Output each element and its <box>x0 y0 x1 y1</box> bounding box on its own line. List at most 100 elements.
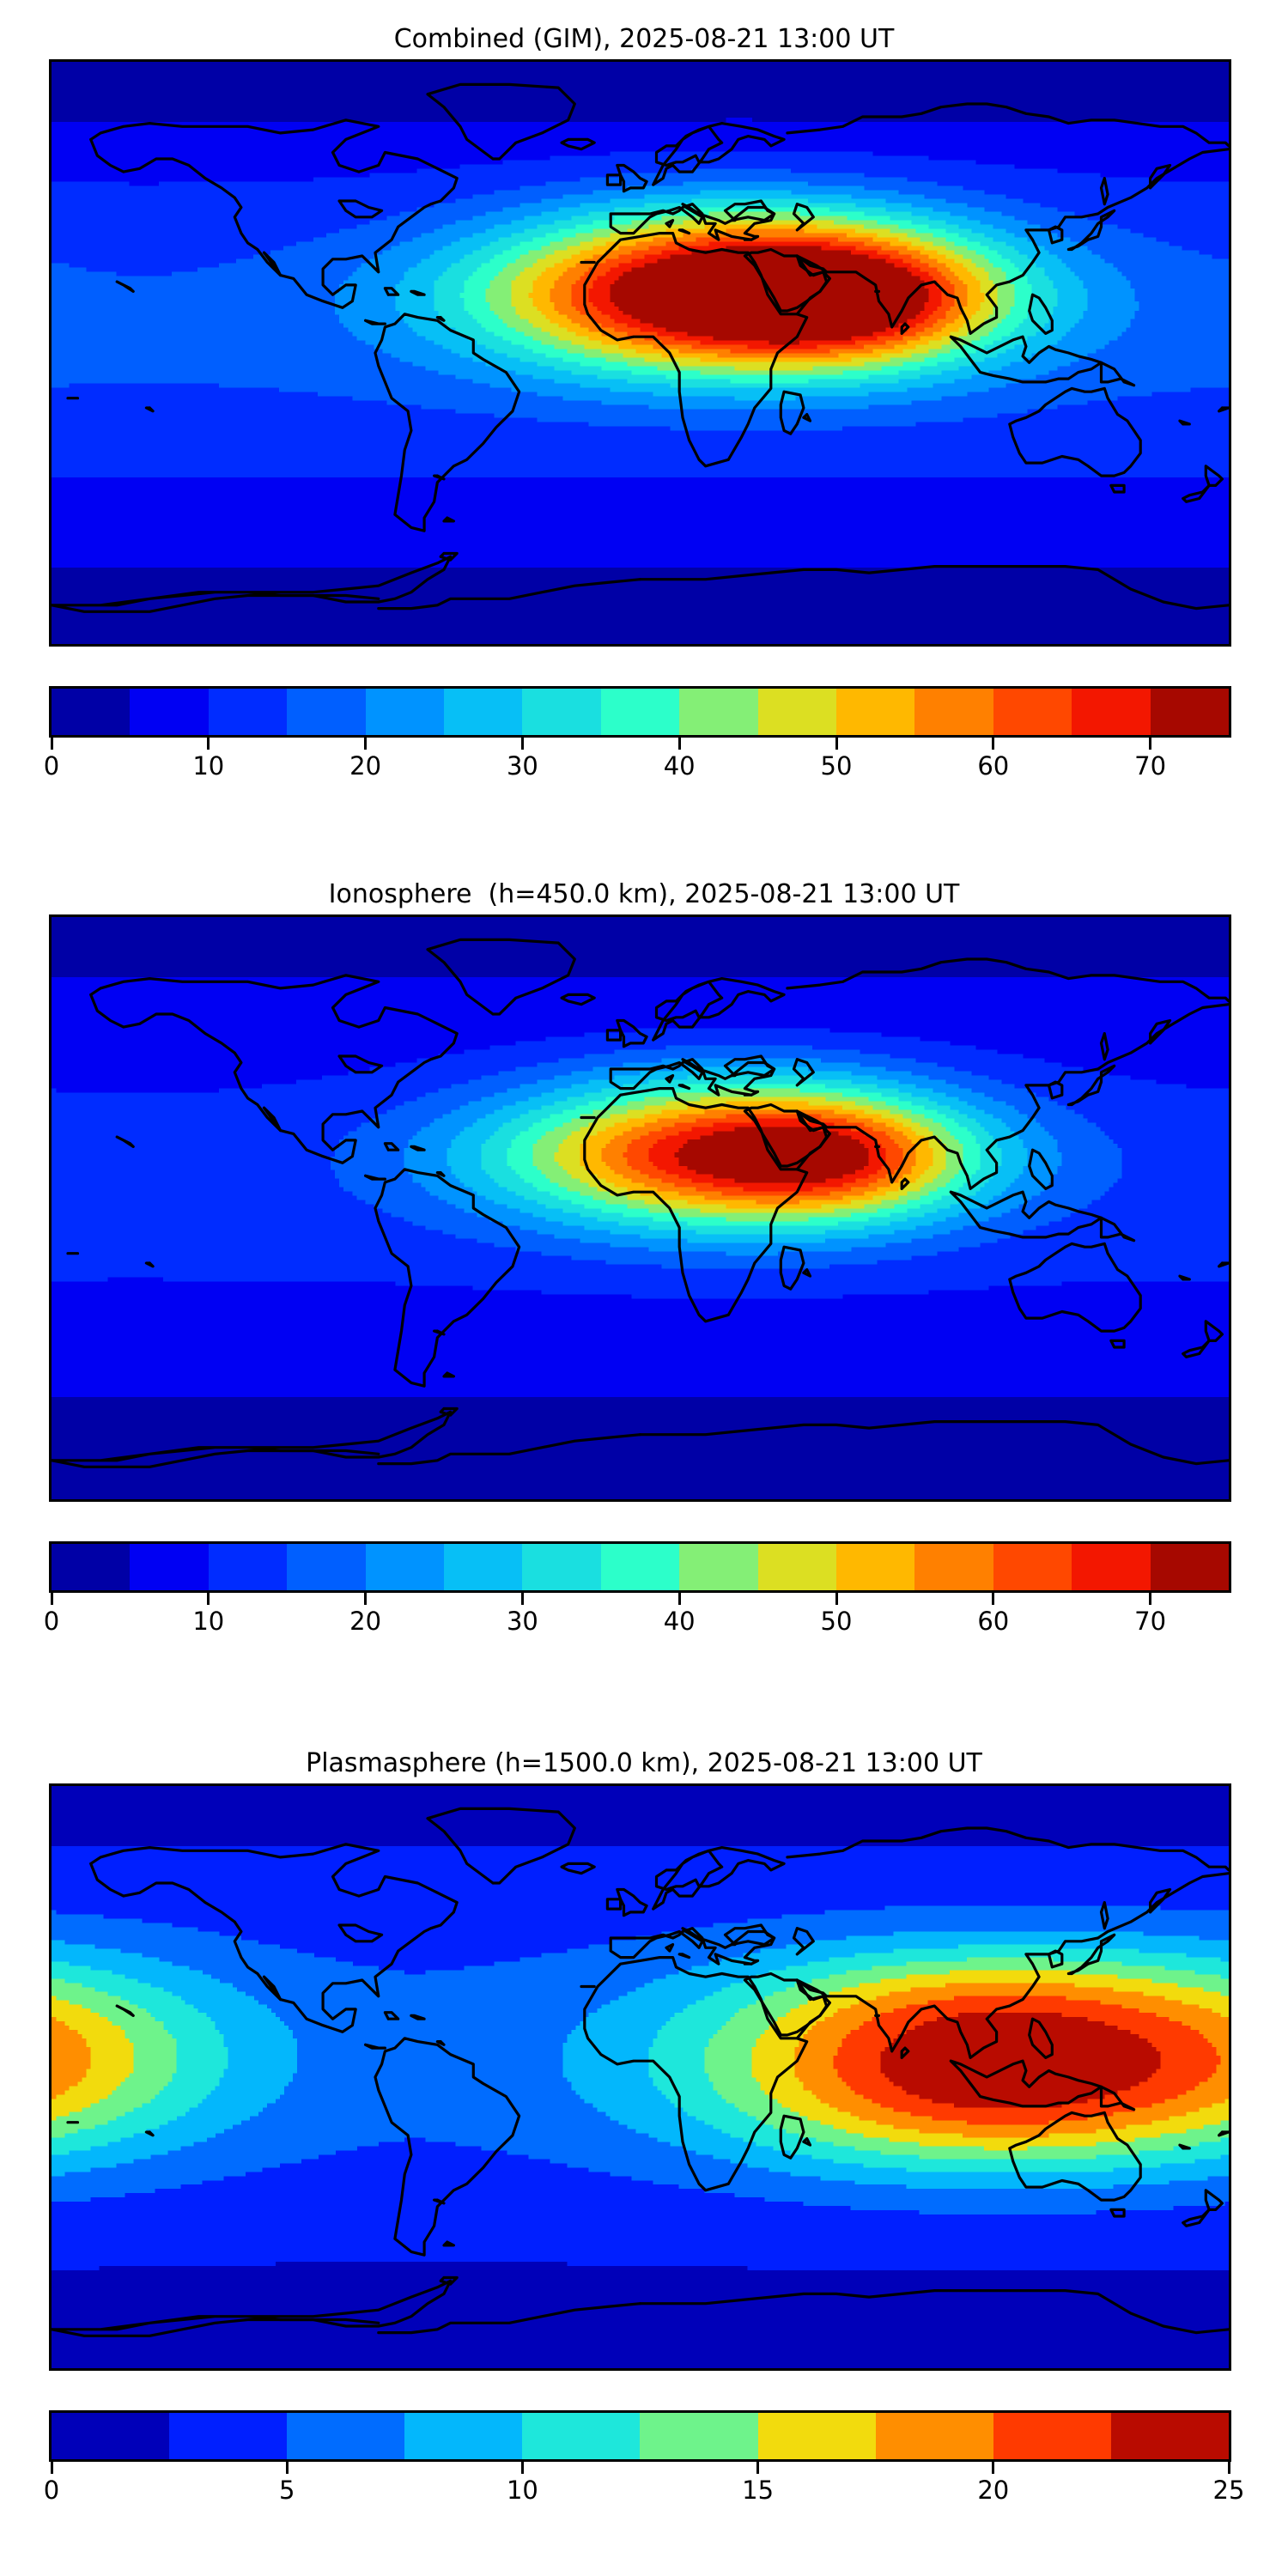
coastline-path <box>652 977 786 1042</box>
colorbar-tick-label: 40 <box>663 751 696 781</box>
colorbar-tick-label: 60 <box>977 1607 1010 1636</box>
coastline-path <box>730 1929 776 1947</box>
coastline-path <box>1047 225 1064 245</box>
coastline-path <box>665 1074 675 1084</box>
colorbar-axis-plasmasphere: 0 5 10 15 20 25 <box>44 2462 1244 2524</box>
map-plasmasphere <box>49 1783 1231 2371</box>
coastline-path <box>1028 293 1054 335</box>
contour-band <box>52 1028 1229 1299</box>
coastline-path <box>795 1872 1229 2059</box>
coastline-path <box>605 1029 623 1042</box>
contour-band <box>52 168 1229 431</box>
colorbar-tick-label: 50 <box>820 751 853 781</box>
colorbar-tick-mark <box>992 1593 995 1605</box>
colorbar-band <box>522 1544 601 1590</box>
panel-ionosphere: Ionosphere (h=450.0 km), 2025-08-21 13:0… <box>0 878 1288 1636</box>
colorbar-band <box>640 2413 758 2459</box>
coastline-path <box>638 1420 1229 1466</box>
colorbar-strip-plasmasphere <box>49 2410 1231 2462</box>
colorbar-band <box>522 2413 641 2459</box>
coastline-path <box>795 1978 829 1998</box>
coastline-path <box>1218 1261 1229 1268</box>
map-canvas-combined-gim <box>52 62 1229 644</box>
coastline-path <box>1008 2111 1142 2202</box>
coastline-path <box>52 2318 380 2337</box>
coastline-path <box>779 2114 805 2160</box>
coastline-path <box>1149 163 1172 190</box>
coastline-path <box>795 1109 829 1129</box>
coastline-path <box>1028 1148 1054 1190</box>
coastline-path <box>1109 483 1126 494</box>
coastline-path <box>52 593 380 613</box>
coastline-path <box>609 1054 776 1097</box>
colorbar-band <box>130 689 209 735</box>
coastline-path <box>802 2137 812 2147</box>
coastline-path <box>1028 2017 1054 2059</box>
coastline-path <box>560 993 596 1006</box>
panel-plasmasphere: Plasmasphere (h=1500.0 km), 2025-08-21 1… <box>0 1747 1288 2505</box>
colorbar-tick-mark <box>1149 1593 1152 1605</box>
coastline-path <box>743 247 829 313</box>
coastline-path <box>949 1190 1103 1239</box>
coastline-path <box>1066 1933 1116 1976</box>
colorbar-band <box>914 1544 993 1590</box>
coastline-path <box>779 1245 805 1291</box>
coastline-path <box>730 205 776 222</box>
colorbar-strip-ionosphere <box>49 1541 1231 1593</box>
coastline-path <box>410 2014 426 2020</box>
colorbar-tick-mark <box>207 1593 210 1605</box>
coastline-path <box>89 118 459 309</box>
coastline-path <box>1047 1080 1064 1100</box>
coastline-path <box>677 1953 691 1959</box>
coastline-path <box>1099 361 1136 387</box>
coastline-path <box>1099 1216 1136 1242</box>
contour-band <box>52 1970 1229 2151</box>
colorbar-band <box>757 689 837 735</box>
coastline-path <box>439 551 459 562</box>
coastlines <box>52 82 1229 613</box>
coastline-path <box>144 1261 155 1268</box>
colorbar-band <box>287 1544 366 1590</box>
colorbar-band <box>444 689 523 735</box>
coastline-path <box>433 1329 446 1336</box>
coastline-path <box>52 1449 380 1468</box>
coastline-path <box>377 1433 642 1466</box>
colorbar-band <box>208 1544 288 1590</box>
colorbar-band <box>169 2413 288 2459</box>
colorbar-tick-label: 30 <box>506 751 538 781</box>
coastline-path <box>442 2240 455 2247</box>
coastline-path <box>115 1135 135 1148</box>
contour-band <box>52 976 1229 1397</box>
coastline-path <box>426 938 576 1016</box>
coastline-path <box>795 254 829 274</box>
colorbar-tick-mark <box>992 2462 995 2474</box>
coastline-path <box>435 316 446 322</box>
colorbar-strip-combined-gim <box>49 686 1231 738</box>
panel-title-ionosphere: Ionosphere (h=450.0 km), 2025-08-21 13:0… <box>328 879 960 909</box>
coastline-path <box>786 1826 1229 1872</box>
coastline-path <box>900 1177 910 1190</box>
colorbar-combined-gim: 0 10 20 30 40 50 60 70 <box>44 686 1231 799</box>
coastline-path <box>364 319 386 325</box>
coastline-path <box>1109 2208 1126 2218</box>
colorbar-axis-ionosphere: 0 10 20 30 40 50 60 70 <box>44 1593 1231 1655</box>
coastline-path <box>374 313 521 532</box>
coastline-path <box>383 1142 400 1151</box>
coastline-path <box>410 289 426 296</box>
coastline-path <box>426 1807 576 1885</box>
coastline-path <box>665 219 675 228</box>
contour-band <box>52 1983 1229 2138</box>
coastline-path <box>560 137 596 151</box>
coastline-path <box>52 555 453 607</box>
colorbar-tick-mark <box>520 738 524 750</box>
coastline-path <box>439 1406 459 1417</box>
colorbar-tick-mark <box>364 1593 368 1605</box>
coastline-path <box>1182 2208 1211 2227</box>
coastline-path <box>560 1862 596 1875</box>
coastline-path <box>1178 1274 1191 1281</box>
contour-band <box>52 1845 1229 2270</box>
colorbar-plasmasphere: 0 5 10 15 20 25 <box>44 2410 1244 2524</box>
coastline-path <box>337 1923 384 1943</box>
coastline-path <box>949 335 1103 384</box>
coastline-path <box>802 1268 812 1278</box>
